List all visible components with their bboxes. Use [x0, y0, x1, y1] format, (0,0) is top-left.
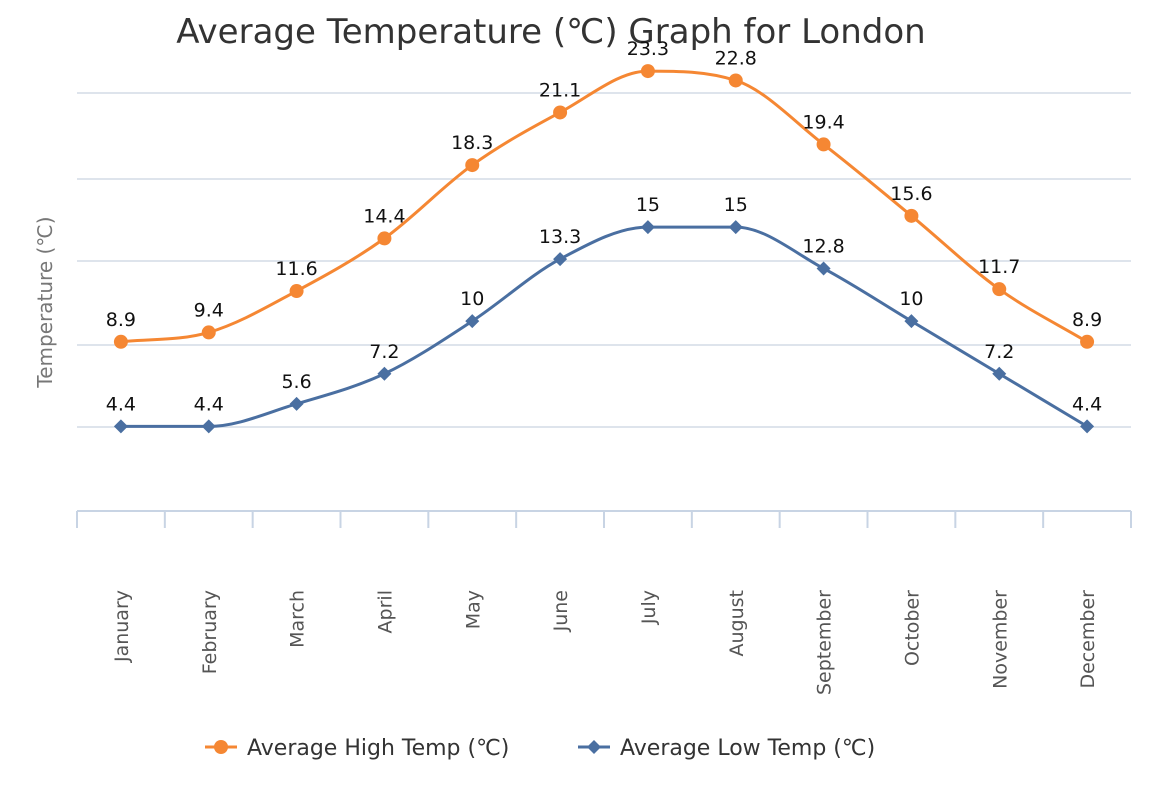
- point-high-june[interactable]: [553, 105, 568, 120]
- point-high-november[interactable]: [992, 282, 1007, 297]
- point-high-july[interactable]: [640, 64, 655, 79]
- x-tick-label-january: January: [111, 590, 133, 663]
- data-label-low-december: 4.4: [1072, 393, 1102, 415]
- data-label-low-may: 10: [460, 288, 484, 310]
- data-label-low-august: 15: [724, 194, 748, 216]
- grid-lines: [77, 92, 1131, 428]
- data-label-low-january: 4.4: [106, 393, 136, 415]
- data-label-low-october: 10: [899, 288, 923, 310]
- series-high-temp: [113, 64, 1095, 349]
- x-tick-label-march: March: [287, 590, 309, 648]
- data-label-high-july: 23.3: [627, 38, 669, 60]
- point-low-may[interactable]: [465, 314, 480, 329]
- data-label-high-april: 14.4: [363, 205, 405, 227]
- point-high-october[interactable]: [904, 208, 919, 223]
- x-tick-label-february: February: [199, 590, 221, 674]
- point-low-november[interactable]: [992, 366, 1007, 381]
- data-label-low-march: 5.6: [281, 371, 311, 393]
- data-label-high-march: 11.6: [275, 258, 317, 280]
- data-label-low-april: 7.2: [369, 341, 399, 363]
- point-low-october[interactable]: [904, 314, 919, 329]
- series-high-line: [120, 69, 1088, 344]
- data-label-high-september: 19.4: [802, 111, 844, 133]
- point-low-september[interactable]: [816, 261, 831, 276]
- point-high-december[interactable]: [1080, 334, 1095, 349]
- legend-item-low-temp[interactable]: Average Low Temp (℃): [578, 736, 875, 761]
- point-low-june[interactable]: [553, 252, 568, 267]
- data-label-low-february: 4.4: [194, 393, 224, 415]
- data-label-high-february: 9.4: [194, 299, 224, 321]
- x-tick-label-november: November: [989, 590, 1011, 689]
- legend-item-high-temp[interactable]: Average High Temp (℃): [205, 736, 509, 761]
- x-tick-label-december: December: [1077, 590, 1099, 689]
- point-low-july[interactable]: [640, 220, 655, 235]
- x-axis: [76, 510, 1132, 528]
- point-high-april[interactable]: [377, 231, 392, 246]
- y-axis-title: Temperature (℃): [33, 216, 57, 388]
- x-tick-label-july: July: [638, 590, 660, 625]
- legend-marker-circle: [214, 740, 228, 754]
- data-label-high-january: 8.9: [106, 309, 136, 331]
- point-low-march[interactable]: [289, 396, 304, 411]
- x-tick-label-june: June: [550, 590, 572, 632]
- data-label-low-june: 13.3: [539, 226, 581, 248]
- legend[interactable]: Average High Temp (℃) Average Low Temp (℃…: [205, 736, 875, 761]
- data-label-high-november: 11.7: [978, 256, 1020, 278]
- x-tick-label-august: August: [726, 590, 748, 657]
- legend-label-high-temp: Average High Temp (℃): [247, 736, 509, 761]
- x-tick-label-may: May: [462, 590, 484, 629]
- point-high-february[interactable]: [201, 325, 216, 340]
- series-low-temp: [113, 220, 1095, 434]
- point-low-april[interactable]: [377, 366, 392, 381]
- data-labels: 8.9 9.4 11.6 14.4 18.3 21.1 23.3 22.8 19.4 15.6 11…: [106, 38, 1102, 415]
- point-low-august[interactable]: [728, 220, 743, 235]
- data-label-low-november: 7.2: [984, 341, 1014, 363]
- point-low-january[interactable]: [113, 419, 128, 434]
- point-high-august[interactable]: [728, 73, 743, 88]
- data-label-low-july: 15: [636, 194, 660, 216]
- x-tick-label-september: September: [814, 590, 836, 695]
- x-tick-label-october: October: [901, 590, 923, 666]
- point-high-may[interactable]: [465, 158, 480, 173]
- series-layer: [113, 64, 1095, 434]
- legend-label-low-temp: Average Low Temp (℃): [620, 736, 875, 761]
- x-tick-labels: January February March April May June July Augu…: [111, 590, 1099, 695]
- data-label-high-may: 18.3: [451, 132, 493, 154]
- point-high-january[interactable]: [113, 334, 128, 349]
- series-low-line: [120, 225, 1088, 428]
- point-high-september[interactable]: [816, 137, 831, 152]
- data-label-high-august: 22.8: [715, 47, 757, 69]
- data-label-high-october: 15.6: [890, 183, 932, 205]
- data-label-low-september: 12.8: [802, 235, 844, 257]
- chart-title: Average Temperature (℃) Graph for London: [176, 12, 926, 52]
- point-high-march[interactable]: [289, 284, 304, 299]
- data-label-high-june: 21.1: [539, 79, 581, 101]
- point-low-february[interactable]: [201, 419, 216, 434]
- point-low-december[interactable]: [1080, 419, 1095, 434]
- data-label-high-december: 8.9: [1072, 309, 1102, 331]
- legend-marker-diamond: [587, 740, 601, 754]
- x-tick-label-april: April: [374, 590, 396, 633]
